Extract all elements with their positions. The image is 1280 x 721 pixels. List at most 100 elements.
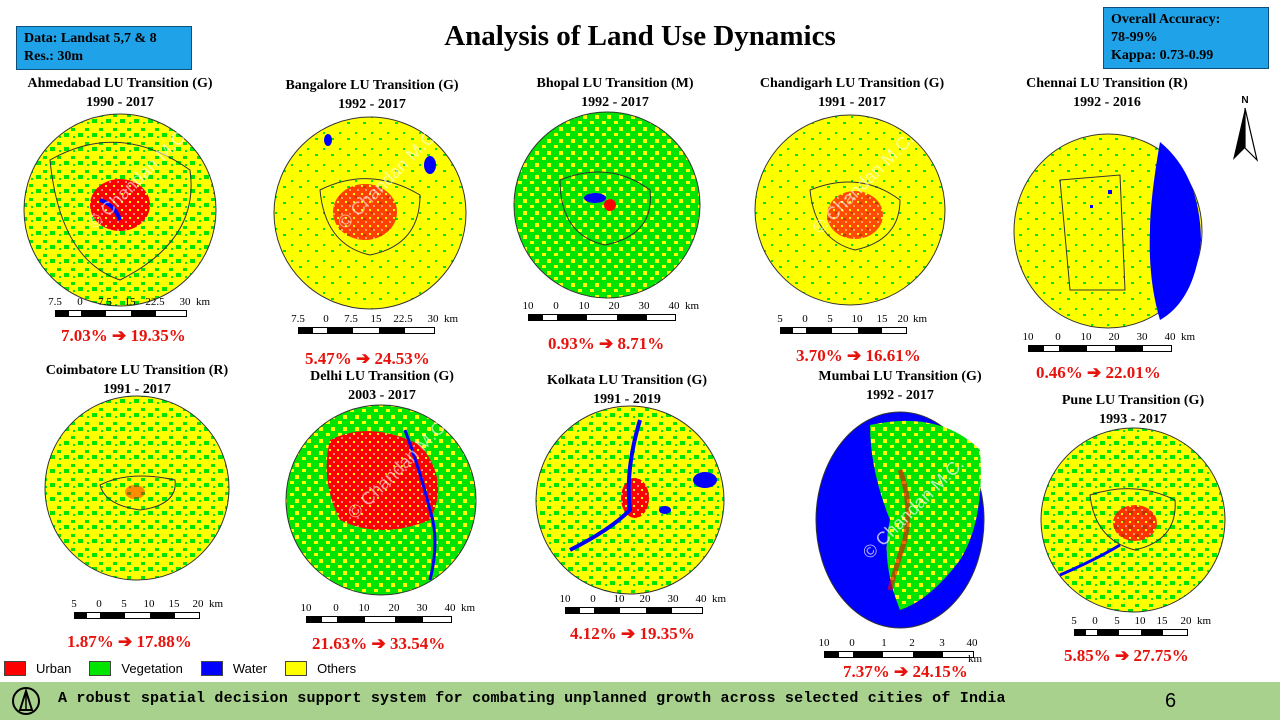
city-period: 1990 - 2017 bbox=[86, 95, 154, 110]
scale-label: 10 bbox=[851, 313, 863, 325]
city-header-ahmedabad: Ahmedabad LU Transition (G) 1990 - 2017 bbox=[27, 74, 212, 112]
scale-label: 10 bbox=[613, 593, 625, 605]
map-chennai bbox=[1013, 133, 1203, 329]
scale-label: 15 bbox=[1156, 615, 1168, 627]
legend: Urban Vegetation Water Others bbox=[4, 658, 364, 678]
city-name: Kolkata LU Transition (G) bbox=[546, 373, 708, 388]
city-header-kolkata: Kolkata LU Transition (G) 1991 - 2019 bbox=[547, 371, 707, 409]
legend-swatch bbox=[285, 660, 308, 676]
scale-label: 5 bbox=[71, 598, 77, 610]
legend-label: Vegetation bbox=[121, 660, 183, 676]
legend-item-water: Water bbox=[200, 658, 268, 678]
scale-unit: km bbox=[711, 593, 727, 605]
city-period: 1991 - 2017 bbox=[103, 382, 171, 397]
scale-bar-graphic bbox=[565, 607, 703, 614]
map-pune bbox=[1040, 427, 1226, 613]
scale-label: 10 bbox=[522, 300, 534, 312]
accuracy-label: Overall Accuracy: bbox=[1111, 12, 1221, 27]
map-chandigarh bbox=[754, 114, 946, 306]
change-mumbai: 7.37% ➔ 24.15% bbox=[843, 662, 968, 681]
legend-label: Others bbox=[317, 660, 357, 676]
scale-bar-delhi: 10 0 10 20 30 40 km bbox=[294, 602, 484, 626]
scale-bar-ahmedabad: 7.5 0 7.5 15 22.5 30 km bbox=[45, 296, 215, 320]
scale-label: 22.5 bbox=[145, 296, 165, 308]
map-bangalore bbox=[273, 116, 467, 310]
scale-label: 30 bbox=[1136, 331, 1148, 343]
north-arrow-icon: N bbox=[1228, 92, 1262, 164]
change-delhi: 21.63% ➔ 33.54% bbox=[312, 634, 446, 653]
scale-label: 20 bbox=[1108, 331, 1120, 343]
change-kolkata: 4.12% ➔ 19.35% bbox=[570, 624, 695, 643]
city-period: 1993 - 2017 bbox=[1099, 412, 1167, 427]
scale-unit: km bbox=[967, 653, 983, 665]
scale-label: 10 bbox=[1022, 331, 1034, 343]
page-number: 6 bbox=[1165, 690, 1177, 712]
scale-bar-mumbai: 10 0 1 2 3 40 km bbox=[812, 637, 987, 665]
scale-bar-graphic bbox=[780, 327, 907, 334]
scale-label: 15 bbox=[124, 296, 136, 308]
scale-label: 0 bbox=[553, 300, 559, 312]
scale-label: 7.5 bbox=[98, 296, 112, 308]
city-period: 1991 - 2019 bbox=[593, 392, 661, 407]
city-period: 1992 - 2017 bbox=[338, 97, 406, 112]
map-mumbai bbox=[815, 411, 985, 629]
scale-label: 30 bbox=[638, 300, 650, 312]
legend-swatch bbox=[89, 660, 112, 676]
scale-label: 40 bbox=[695, 593, 707, 605]
scale-bar-kolkata: 10 0 10 20 30 40 km bbox=[553, 593, 743, 617]
scale-label: 5 bbox=[1071, 615, 1077, 627]
scale-label: 7.5 bbox=[344, 313, 358, 325]
scale-label: 5 bbox=[777, 313, 783, 325]
scale-label: 0 bbox=[802, 313, 808, 325]
map-kolkata bbox=[535, 405, 725, 595]
scale-label: 20 bbox=[192, 598, 204, 610]
scale-bar-coimbatore: 5 0 5 10 15 20 km bbox=[62, 598, 232, 622]
scale-label: 0 bbox=[849, 637, 855, 649]
scale-unit: km bbox=[443, 313, 459, 325]
city-period: 2003 - 2017 bbox=[348, 388, 416, 403]
scale-label: 5 bbox=[1114, 615, 1120, 627]
legend-item-urban: Urban bbox=[4, 658, 71, 678]
scale-bar-graphic bbox=[1028, 345, 1172, 352]
scale-unit: km bbox=[912, 313, 928, 325]
scale-label: 3 bbox=[939, 637, 945, 649]
city-period: 1991 - 2017 bbox=[818, 95, 886, 110]
kappa-value: Kappa: 0.73-0.99 bbox=[1111, 48, 1214, 63]
city-header-coimbatore: Coimbatore LU Transition (R) 1991 - 2017 bbox=[46, 361, 228, 399]
scale-label: 22.5 bbox=[393, 313, 413, 325]
scale-bar-graphic bbox=[306, 616, 452, 623]
legend-swatch bbox=[200, 660, 223, 676]
scale-label: 10 bbox=[578, 300, 590, 312]
scale-bar-graphic bbox=[1074, 629, 1188, 636]
scale-unit: km bbox=[1180, 331, 1196, 343]
scale-label: 40 bbox=[966, 637, 978, 649]
map-bhopal bbox=[513, 111, 701, 299]
scale-label: 30 bbox=[416, 602, 428, 614]
city-header-chennai: Chennai LU Transition (R) 1992 - 2016 bbox=[1026, 74, 1188, 112]
scale-label: 0 bbox=[590, 593, 596, 605]
scale-label: 20 bbox=[897, 313, 909, 325]
city-name: Ahmedabad LU Transition (G) bbox=[27, 76, 213, 91]
scale-label: 10 bbox=[818, 637, 830, 649]
scale-label: 0 bbox=[1092, 615, 1098, 627]
city-header-delhi: Delhi LU Transition (G) 2003 - 2017 bbox=[310, 367, 454, 405]
city-name: Bhopal LU Transition (M) bbox=[536, 76, 694, 91]
legend-label: Water bbox=[232, 660, 268, 676]
north-label: N bbox=[1241, 95, 1248, 106]
scale-label: 5 bbox=[827, 313, 833, 325]
scale-label: 15 bbox=[168, 598, 180, 610]
footer-text: A robust spatial decision support system… bbox=[58, 690, 1006, 707]
scale-label: 20 bbox=[1180, 615, 1192, 627]
scale-label: 40 bbox=[668, 300, 680, 312]
scale-label: 10 bbox=[1080, 331, 1092, 343]
city-period: 1992 - 2017 bbox=[866, 388, 934, 403]
change-bhopal: 0.93% ➔ 8.71% bbox=[548, 334, 665, 353]
city-name: Bangalore LU Transition (G) bbox=[285, 78, 459, 93]
map-delhi bbox=[285, 404, 477, 596]
city-name: Coimbatore LU Transition (R) bbox=[45, 363, 229, 378]
accuracy-value: 78-99% bbox=[1111, 30, 1158, 45]
city-header-mumbai: Mumbai LU Transition (G) 1992 - 2017 bbox=[818, 367, 981, 405]
scale-label: 7.5 bbox=[291, 313, 305, 325]
scale-label: 10 bbox=[358, 602, 370, 614]
scale-bar-graphic bbox=[74, 612, 200, 619]
